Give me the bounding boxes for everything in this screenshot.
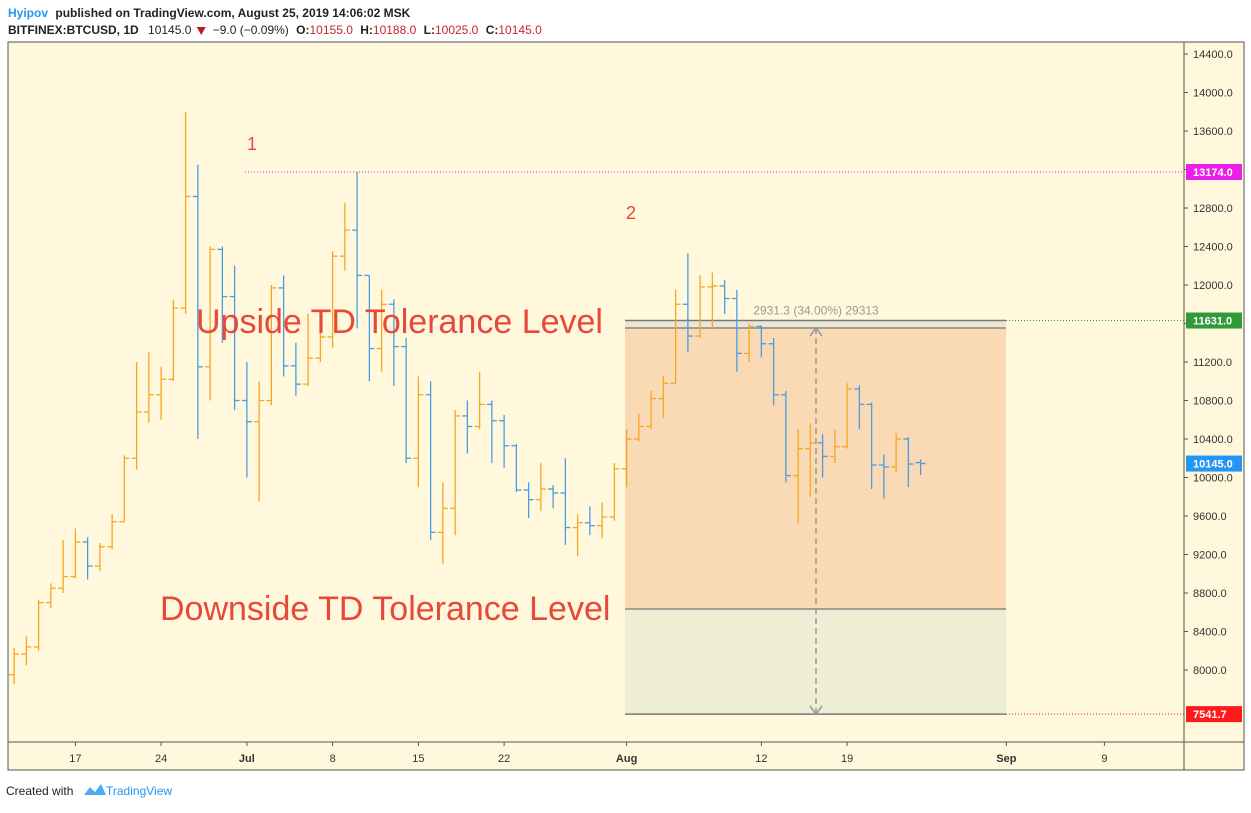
y-tick-label: 12000.0 xyxy=(1193,280,1233,292)
y-tick-label: 13600.0 xyxy=(1193,126,1233,138)
author: Hyipov xyxy=(8,6,48,20)
price-tag xyxy=(1186,312,1242,329)
y-tick-label: 8000.0 xyxy=(1193,665,1227,677)
x-tick-label: 9 xyxy=(1101,753,1107,765)
y-tick-label: 8800.0 xyxy=(1193,588,1227,600)
last-price: 10145.0 xyxy=(148,23,192,37)
x-tick-label: Sep xyxy=(996,753,1016,765)
y-tick-label: 10400.0 xyxy=(1193,434,1233,446)
x-tick-label: 12 xyxy=(755,753,767,765)
l-label: L: xyxy=(424,23,435,37)
h-value: 10188.0 xyxy=(373,23,417,37)
y-tick-label: 14000.0 xyxy=(1193,88,1233,100)
x-tick-label: 24 xyxy=(155,753,167,765)
x-tick-label: 19 xyxy=(841,753,853,765)
o-label: O: xyxy=(296,23,309,37)
change: −9.0 (−0.09%) xyxy=(213,23,289,37)
annotation: 1 xyxy=(247,134,257,154)
y-tick-label: 12400.0 xyxy=(1193,242,1233,254)
price-tag xyxy=(1186,164,1242,181)
x-tick-label: Jul xyxy=(239,753,255,765)
o-value: 10155.0 xyxy=(310,23,354,37)
header-line-2: BITFINEX:BTCUSD, 1D 10145.0 −9.0 (−0.09%… xyxy=(8,23,542,37)
footer-created: Created with xyxy=(6,784,73,798)
x-tick-label: 15 xyxy=(412,753,424,765)
y-tick-label: 12800.0 xyxy=(1193,203,1233,215)
c-value: 10145.0 xyxy=(498,23,542,37)
x-tick-label: 8 xyxy=(330,753,336,765)
l-value: 10025.0 xyxy=(435,23,479,37)
price-tag xyxy=(1186,706,1242,723)
y-tick-label: 11200.0 xyxy=(1193,357,1232,369)
published: published on TradingView.com, August 25,… xyxy=(55,6,410,20)
annotation: Downside TD Tolerance Level xyxy=(160,590,610,628)
x-tick-label: 17 xyxy=(69,753,81,765)
price-tag-label: 10145.0 xyxy=(1193,459,1233,471)
footer-brand: TradingView xyxy=(106,784,172,798)
plot-background xyxy=(8,42,1244,770)
h-label: H: xyxy=(360,23,373,37)
x-tick-label: 22 xyxy=(498,753,510,765)
y-tick-label: 9600.0 xyxy=(1193,511,1227,523)
annotation: Upside TD Tolerance Level xyxy=(196,303,603,341)
price-tag xyxy=(1186,455,1242,472)
down-arrow-icon xyxy=(196,27,206,35)
price-tag-label: 13174.0 xyxy=(1193,167,1233,179)
arrow-head xyxy=(809,326,823,337)
measure-top-zone xyxy=(625,320,1006,329)
y-tick-label: 10800.0 xyxy=(1193,396,1233,408)
annotation: 2 xyxy=(626,203,636,223)
price-tag-label: 11631.0 xyxy=(1193,316,1232,328)
arrow-head xyxy=(809,705,823,716)
y-tick-label: 14400.0 xyxy=(1193,49,1233,61)
y-tick-label: 9200.0 xyxy=(1193,550,1227,562)
x-tick-label: Aug xyxy=(616,753,637,765)
y-tick-label: 8400.0 xyxy=(1193,627,1227,639)
y-tick-label: 10000.0 xyxy=(1193,473,1233,485)
measure-label: 2931.3 (34.00%) 29313 xyxy=(753,304,879,318)
header-line-1: Hyipov published on TradingView.com, Aug… xyxy=(8,6,411,20)
c-label: C: xyxy=(486,23,499,37)
tradingview-logo xyxy=(84,784,106,795)
symbol: BITFINEX:BTCUSD, 1D xyxy=(8,23,139,37)
frame xyxy=(7,41,1245,771)
price-tag-label: 7541.7 xyxy=(1193,709,1227,721)
